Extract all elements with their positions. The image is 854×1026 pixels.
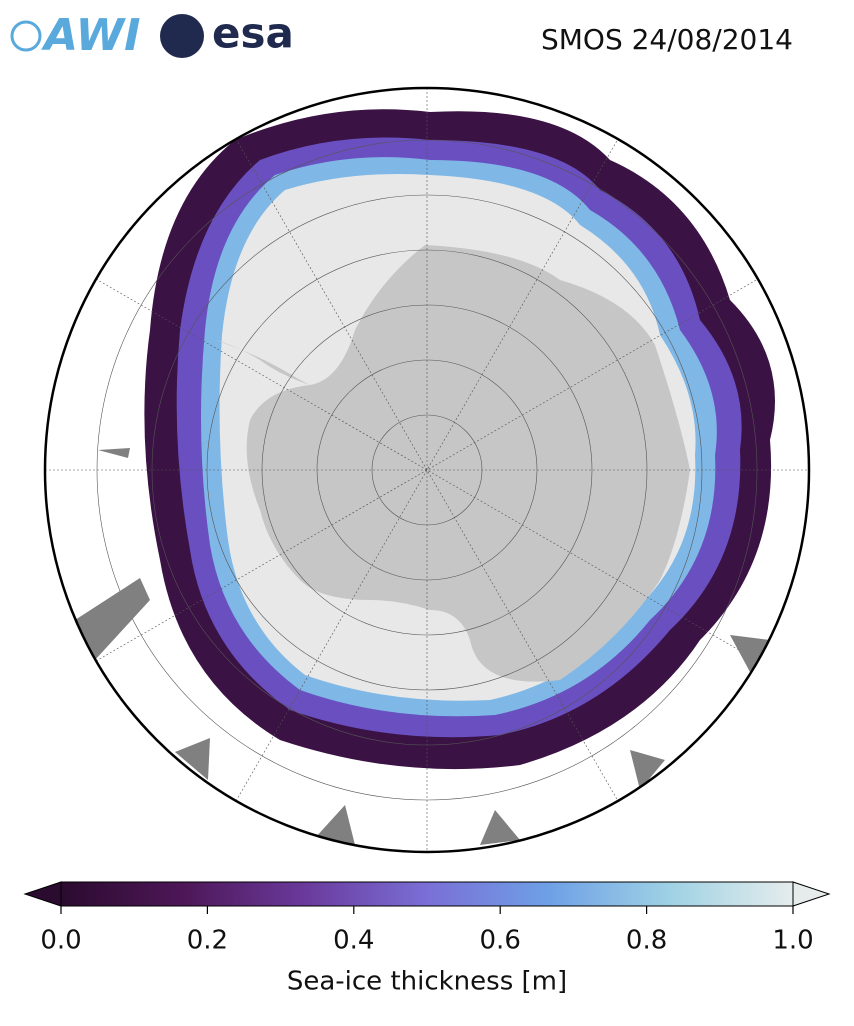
map [45, 88, 809, 852]
esa-logo: esa [212, 9, 294, 58]
awi-icon [10, 20, 42, 52]
tick-label: 1.0 [772, 926, 813, 956]
logos: AWI esa [10, 9, 294, 61]
extend-low [23, 881, 62, 907]
esa-icon [160, 14, 204, 58]
colorbar-label: Sea-ice thickness [m] [287, 967, 567, 997]
tick-label: 0.6 [480, 926, 521, 956]
map-boundary [43, 86, 811, 854]
extend-high [792, 881, 831, 907]
land [75, 448, 770, 845]
awi-logo: AWI [41, 10, 141, 61]
map-title: SMOS 24/08/2014 [541, 23, 793, 56]
colorbar: Sea-ice thickness [m] 0.0 0.2 0.4 0.6 0.8 1.0 [23, 881, 831, 997]
graticule [45, 88, 809, 852]
antarctica [215, 245, 690, 682]
tick-label: 0.0 [40, 926, 81, 956]
colorbar-gradient [60, 881, 794, 907]
tick-label: 0.4 [333, 926, 374, 956]
tick-label: 0.8 [626, 926, 667, 956]
tick-label: 0.2 [187, 926, 228, 956]
